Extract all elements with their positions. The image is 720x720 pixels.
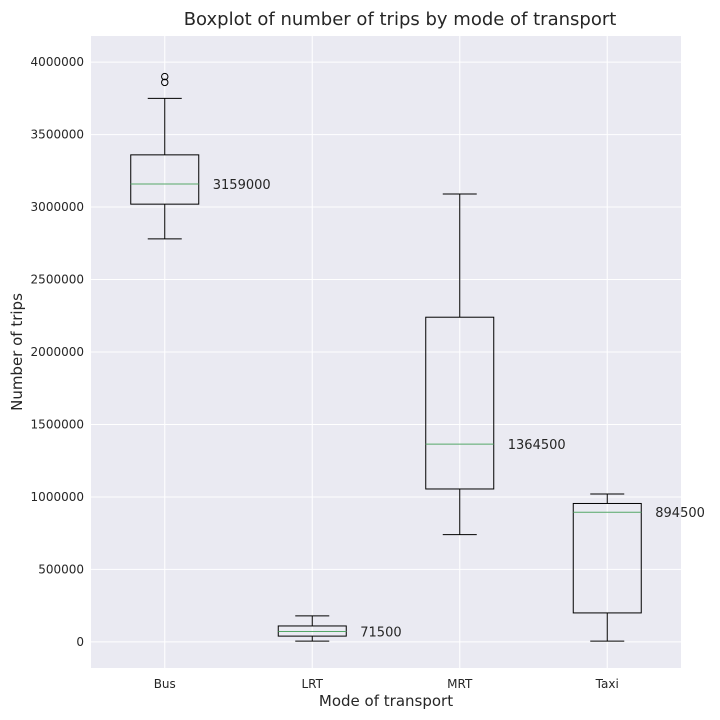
x-tick-label: Taxi (595, 677, 619, 691)
outlier-point (161, 78, 169, 87)
x-axis-label: Mode of transport (319, 692, 453, 710)
grid-lines (91, 36, 681, 668)
y-tick-label: 4000000 (31, 55, 84, 69)
y-tick-label: 2500000 (31, 273, 84, 287)
median-value-label: 894500 (655, 506, 705, 521)
x-tick-label: MRT (447, 677, 473, 691)
y-axis-label: Number of trips (8, 293, 26, 411)
iqr-box (277, 625, 347, 637)
median-value-label: 71500 (360, 626, 401, 641)
chart-title: Boxplot of number of trips by mode of tr… (184, 9, 617, 30)
iqr-box (572, 502, 642, 614)
iqr-box (425, 316, 495, 490)
y-tick-label: 0 (76, 635, 84, 649)
y-tick-labels: 0 500000 1000000 1500000 2000000 2500000 30000… (31, 55, 84, 649)
box-taxi: 894500 (572, 493, 705, 642)
median-value-label: 3159000 (213, 178, 271, 193)
iqr-box (130, 154, 200, 205)
box-lrt: 71500 (277, 615, 402, 642)
x-tick-label: Bus (154, 677, 176, 691)
x-tick-labels: Bus LRT MRT Taxi (154, 677, 619, 691)
box-mrt: 1364500 (425, 193, 566, 536)
y-tick-label: 1000000 (31, 490, 84, 504)
outlier-point (161, 72, 169, 81)
x-tick-label: LRT (302, 677, 324, 691)
median-value-label: 1364500 (508, 438, 566, 453)
y-tick-label: 2000000 (31, 345, 84, 359)
y-tick-label: 1500000 (31, 417, 84, 431)
box-bus: 3159000 (130, 72, 271, 240)
y-tick-label: 3000000 (31, 200, 84, 214)
y-tick-label: 3500000 (31, 128, 84, 142)
boxes: 3159000 71500 1364500 894500 (130, 72, 705, 642)
y-tick-label: 500000 (38, 562, 84, 576)
